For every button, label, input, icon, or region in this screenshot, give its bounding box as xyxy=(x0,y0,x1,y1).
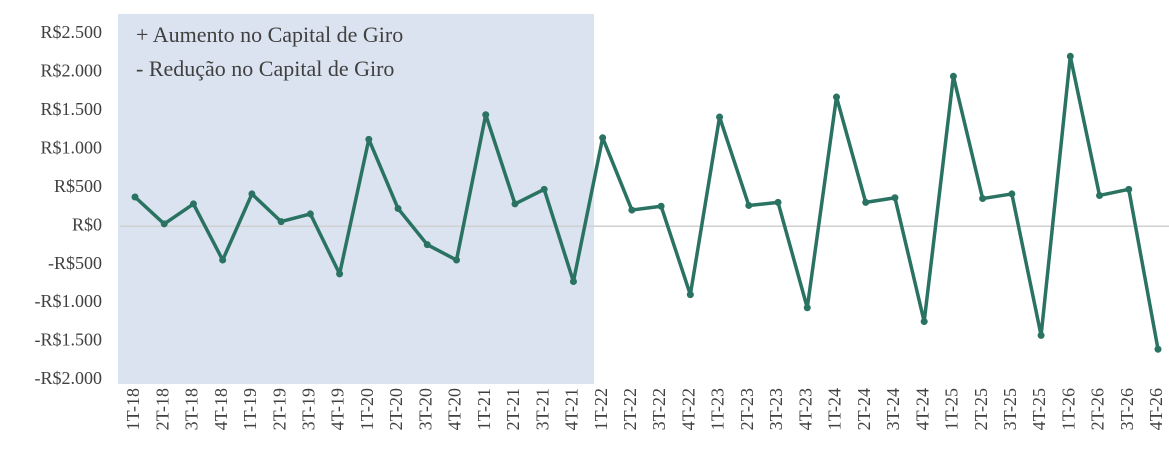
x-tick-label: 2T-25 xyxy=(971,388,991,430)
x-tick-label: 3T-20 xyxy=(415,388,435,430)
x-tick-label: 2T-19 xyxy=(269,388,289,430)
point xyxy=(248,190,256,198)
point xyxy=(686,291,694,299)
x-tick-label: 1T-24 xyxy=(825,388,845,430)
x-tick-label: 2T-23 xyxy=(737,388,757,430)
y-tick-label: R$1.000 xyxy=(40,137,102,157)
x-tick-label: 1T-26 xyxy=(1058,388,1078,430)
point xyxy=(1037,331,1045,339)
point xyxy=(891,194,899,202)
x-tick-label: 3T-19 xyxy=(298,388,318,430)
x-tick-label: 3T-23 xyxy=(766,388,786,430)
point xyxy=(453,256,461,264)
x-tick-label: 3T-24 xyxy=(883,388,903,430)
x-tick-label: 4T-21 xyxy=(562,388,582,430)
point xyxy=(803,304,811,312)
annotation: + Aumento no Capital de Giro xyxy=(136,22,403,47)
x-tick-label: 4T-26 xyxy=(1146,388,1166,430)
y-tick-label: R$2.500 xyxy=(40,22,102,42)
x-tick-label: 1T-20 xyxy=(357,388,377,430)
y-tick-label: -R$2.000 xyxy=(35,368,103,388)
point xyxy=(745,201,753,209)
annotation: - Redução no Capital de Giro xyxy=(136,56,394,81)
point xyxy=(628,206,636,214)
point xyxy=(569,278,577,286)
point xyxy=(979,195,987,203)
point xyxy=(920,318,928,326)
point xyxy=(511,200,519,208)
point xyxy=(277,218,285,226)
point xyxy=(189,200,197,208)
point xyxy=(336,270,344,278)
y-tick-label: R$0 xyxy=(72,214,102,234)
point xyxy=(365,135,373,143)
point xyxy=(160,220,168,228)
point xyxy=(219,256,227,264)
y-tick-label: -R$500 xyxy=(48,253,102,273)
x-tick-label: 3T-18 xyxy=(182,388,202,430)
point xyxy=(599,134,607,142)
x-tick-label: 3T-26 xyxy=(1117,388,1137,430)
x-tick-label: 2T-24 xyxy=(854,388,874,430)
point xyxy=(832,93,840,101)
point xyxy=(1154,345,1162,353)
x-tick-label: 4T-23 xyxy=(795,388,815,430)
x-tick-label: 2T-21 xyxy=(503,388,523,430)
x-tick-label: 1T-18 xyxy=(123,388,143,430)
point xyxy=(657,202,665,210)
x-tick-label: 3T-25 xyxy=(1000,388,1020,430)
x-tick-label: 4T-19 xyxy=(328,388,348,430)
point xyxy=(540,185,548,193)
x-tick-label: 1T-21 xyxy=(474,388,494,430)
x-tick-label: 1T-25 xyxy=(942,388,962,430)
x-tick-label: 2T-18 xyxy=(152,388,172,430)
x-tick-label: 2T-22 xyxy=(620,388,640,430)
point xyxy=(862,198,870,206)
point xyxy=(774,198,782,206)
x-tick-label: 1T-23 xyxy=(708,388,728,430)
point xyxy=(131,193,139,201)
y-tick-label: R$1.500 xyxy=(40,99,102,119)
point xyxy=(394,205,402,213)
y-tick-label: -R$1.000 xyxy=(35,291,103,311)
x-tick-label: 4T-25 xyxy=(1029,388,1049,430)
x-tick-label: 1T-22 xyxy=(591,388,611,430)
point xyxy=(1125,185,1133,193)
x-tick-label: 3T-22 xyxy=(649,388,669,430)
y-tick-label: -R$1.500 xyxy=(35,330,103,350)
point xyxy=(1096,191,1104,199)
x-tick-label: 4T-18 xyxy=(211,388,231,430)
point xyxy=(1066,52,1074,60)
point xyxy=(716,113,724,121)
x-tick-label: 4T-22 xyxy=(678,388,698,430)
line xyxy=(133,54,1160,350)
x-tick-label: 4T-24 xyxy=(912,388,932,430)
x-tick-label: 4T-20 xyxy=(445,388,465,430)
point xyxy=(306,210,314,218)
point xyxy=(482,111,490,119)
x-tick-label: 3T-21 xyxy=(532,388,552,430)
point xyxy=(949,72,957,80)
x-tick-label: 1T-19 xyxy=(240,388,260,430)
point xyxy=(1008,190,1016,198)
y-tick-label: R$500 xyxy=(54,176,102,196)
y-tick-label: R$2.000 xyxy=(40,61,102,81)
point xyxy=(423,241,431,249)
x-tick-label: 2T-26 xyxy=(1088,388,1108,430)
x-tick-label: 2T-20 xyxy=(386,388,406,430)
